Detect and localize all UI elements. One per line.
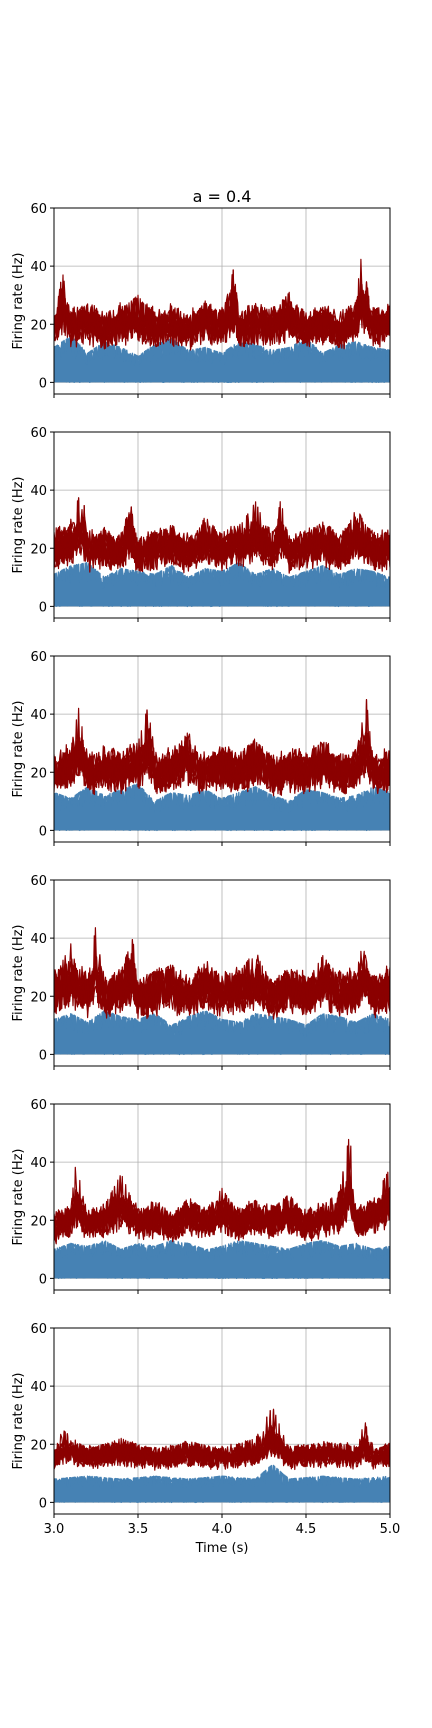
excitatory-fill bbox=[54, 794, 390, 831]
x-tick-label: 4.0 bbox=[212, 1522, 233, 1537]
data-traces bbox=[54, 699, 390, 832]
subplot-6: 0 20 40 60 3.0 3.5 4.0 4.5 5.0 Firing rate (Hz) Ti… bbox=[11, 1322, 400, 1556]
trace-line bbox=[54, 501, 390, 572]
y-axis-label: Firing rate (Hz) bbox=[11, 1148, 26, 1245]
y-axis-label: Firing rate (Hz) bbox=[11, 1372, 26, 1469]
trace-line bbox=[54, 286, 390, 350]
trace-line bbox=[54, 1189, 390, 1240]
series-excitatory bbox=[54, 1464, 390, 1504]
trace-line bbox=[54, 719, 390, 795]
excitatory-fill bbox=[54, 1019, 390, 1055]
trace-line bbox=[54, 500, 390, 571]
x-tick-label: 4.5 bbox=[296, 1522, 317, 1537]
y-tick-label: 40 bbox=[30, 260, 47, 275]
y-tick-label: 60 bbox=[30, 426, 47, 441]
y-tick-label: 40 bbox=[30, 484, 47, 499]
y-axis-label: Firing rate (Hz) bbox=[11, 252, 26, 349]
y-tick-label: 0 bbox=[39, 824, 47, 839]
data-traces bbox=[54, 1138, 390, 1280]
y-tick-label: 20 bbox=[30, 1438, 47, 1453]
series-excitatory bbox=[54, 335, 390, 384]
data-traces bbox=[54, 1408, 390, 1504]
y-tick-label: 20 bbox=[30, 766, 47, 781]
series-inhibitory bbox=[54, 927, 390, 1020]
trace-line bbox=[54, 506, 390, 572]
y-tick-label: 0 bbox=[39, 376, 47, 391]
trace-line bbox=[54, 269, 390, 347]
y-tick-label: 40 bbox=[30, 708, 47, 723]
subplots: 0 20 40 60 Firing rate (Hz) a = 0.4 0 20 40 60 Fir… bbox=[11, 187, 400, 1556]
y-axis-label: Firing rate (Hz) bbox=[11, 700, 26, 797]
y-tick-label: 60 bbox=[30, 1098, 47, 1113]
y-axis-label: Firing rate (Hz) bbox=[11, 476, 26, 573]
trace-line bbox=[54, 1145, 390, 1240]
subplot-3: 0 20 40 60 Firing rate (Hz) bbox=[11, 650, 391, 846]
series-inhibitory bbox=[54, 258, 390, 351]
series-excitatory bbox=[54, 1010, 390, 1056]
series-inhibitory bbox=[54, 699, 390, 797]
x-tick-label: 5.0 bbox=[380, 1522, 401, 1537]
y-tick-label: 0 bbox=[39, 600, 47, 615]
y-tick-label: 20 bbox=[30, 990, 47, 1005]
series-inhibitory bbox=[54, 1138, 390, 1245]
y-tick-label: 60 bbox=[30, 874, 47, 889]
data-traces bbox=[54, 258, 390, 384]
data-traces bbox=[54, 497, 390, 608]
y-tick-label: 20 bbox=[30, 542, 47, 557]
subplot-5: 0 20 40 60 Firing rate (Hz) bbox=[11, 1098, 391, 1294]
data-traces bbox=[54, 927, 390, 1056]
chart-title: a = 0.4 bbox=[193, 187, 252, 206]
excitatory-fill bbox=[54, 574, 390, 607]
trace-line bbox=[54, 1425, 390, 1471]
series-excitatory bbox=[54, 783, 390, 832]
series-inhibitory bbox=[54, 497, 390, 574]
subplot-1: 0 20 40 60 Firing rate (Hz) a = 0.4 bbox=[11, 187, 391, 398]
x-tick-label: 3.5 bbox=[128, 1522, 149, 1537]
x-axis-label: Time (s) bbox=[195, 1541, 249, 1556]
y-tick-label: 0 bbox=[39, 1048, 47, 1063]
y-tick-label: 40 bbox=[30, 1380, 47, 1395]
y-tick-label: 40 bbox=[30, 1156, 47, 1171]
series-excitatory bbox=[54, 562, 390, 608]
y-tick-label: 20 bbox=[30, 1214, 47, 1229]
excitatory-fill bbox=[54, 346, 390, 383]
subplot-2: 0 20 40 60 Firing rate (Hz) bbox=[11, 426, 391, 622]
y-tick-label: 60 bbox=[30, 1322, 47, 1337]
series-excitatory bbox=[54, 1240, 390, 1280]
y-tick-label: 40 bbox=[30, 932, 47, 947]
y-tick-label: 20 bbox=[30, 318, 47, 333]
subplot-4: 0 20 40 60 Firing rate (Hz) bbox=[11, 874, 391, 1070]
y-tick-label: 60 bbox=[30, 650, 47, 665]
trace-line bbox=[54, 946, 390, 1017]
x-tick-label: 3.0 bbox=[44, 1522, 65, 1537]
y-tick-label: 60 bbox=[30, 202, 47, 217]
excitatory-fill bbox=[54, 1473, 390, 1503]
y-axis-label: Firing rate (Hz) bbox=[11, 924, 26, 1021]
y-tick-label: 0 bbox=[39, 1496, 47, 1511]
excitatory-fill bbox=[54, 1249, 390, 1279]
y-tick-label: 0 bbox=[39, 1272, 47, 1287]
series-inhibitory bbox=[54, 1408, 390, 1471]
